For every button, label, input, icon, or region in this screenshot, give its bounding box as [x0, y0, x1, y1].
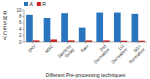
- y-axis: [24, 10, 25, 42]
- x-tick-label: Raw: [80, 43, 90, 53]
- legend-swatch: [24, 2, 28, 6]
- x-tick-label: SNV: [27, 44, 37, 54]
- x-tick-label-group: MSC: [44, 43, 55, 54]
- x-tick-label-line: MSC: [44, 43, 55, 54]
- chart: 0 24 6810 SNV MSCSavitzkyGolay Raw2ndDerivati…: [0, 0, 150, 79]
- bar: [44, 18, 51, 42]
- bar: [50, 39, 57, 42]
- x-tick-label: 1stDerivative: [107, 43, 129, 65]
- bar: [61, 13, 68, 42]
- x-tick-label-group: SavitzkyGolay: [57, 43, 76, 62]
- x-tick-label-group: 2ndDerivative: [89, 43, 110, 64]
- x-axis: [24, 42, 147, 43]
- x-tick-label-line: Derivative: [110, 47, 128, 65]
- bar: [96, 13, 103, 42]
- y-tick-label: 10: [16, 8, 22, 13]
- x-tick-label-line: Golay: [64, 46, 76, 58]
- y-label-letter: V: [3, 35, 7, 41]
- legend-swatch: [37, 2, 41, 6]
- y-tick-label: 2: [19, 33, 22, 38]
- bar: [26, 15, 33, 42]
- legend: AR: [24, 1, 46, 7]
- legend-label: R: [42, 1, 46, 7]
- x-tick-label: 2ndDerivative: [89, 43, 110, 64]
- x-tick-label-group: 1stDerivative: [107, 43, 129, 65]
- y-tick-label: 4: [19, 27, 22, 32]
- x-tick-label-group: Raw: [80, 43, 90, 53]
- x-tick-label-group: SG+Normalize: [124, 43, 146, 65]
- x-tick-label-line: Raw: [80, 43, 90, 53]
- y-tick-label: 0: [19, 40, 22, 45]
- x-tick-label: MSC: [44, 43, 55, 54]
- x-tick-label: SavitzkyGolay: [57, 43, 76, 62]
- y-label: RMSECV: [3, 10, 7, 41]
- bar: [79, 28, 86, 42]
- y-tick-label: 8: [19, 14, 22, 19]
- x-tick-label-group: SNV: [27, 44, 37, 54]
- bars: [26, 13, 145, 42]
- bar: [114, 13, 121, 42]
- x-tick-label-line: SNV: [27, 44, 37, 54]
- y-tick-label: 6: [19, 20, 22, 25]
- x-tick-label: SG+Normalize: [124, 43, 146, 65]
- bar: [132, 14, 139, 42]
- x-tick-label-line: Normalize: [128, 47, 146, 65]
- legend-label: A: [30, 1, 34, 7]
- x-tick-label-line: Derivative: [93, 47, 111, 65]
- x-label: Different Pre-processing techniques: [46, 72, 126, 78]
